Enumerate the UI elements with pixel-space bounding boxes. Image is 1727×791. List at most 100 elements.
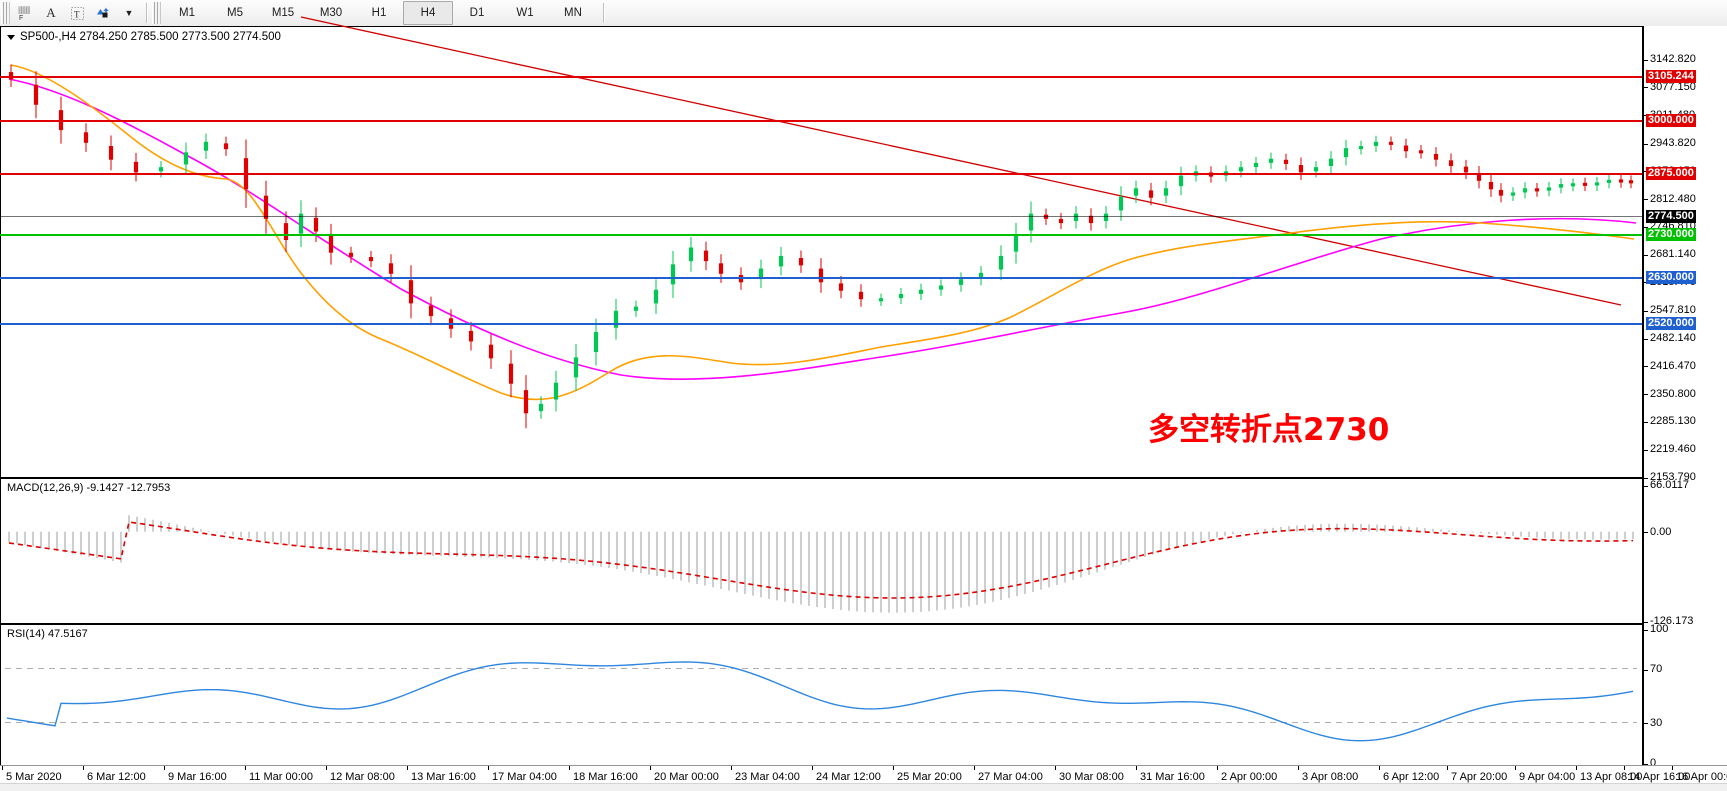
price-level-line-2520000[interactable] <box>0 323 1642 326</box>
timeframe-button-m30[interactable]: M30 <box>319 7 343 19</box>
time-tick-mark <box>893 766 894 770</box>
svg-text:F: F <box>19 15 23 21</box>
time-tick-mark <box>1379 766 1380 770</box>
time-tick-mark <box>569 766 570 770</box>
rsi-tick-label: 0 <box>1650 757 1657 769</box>
price-tick: 2285.130 <box>1644 415 1727 427</box>
price-tick-label: 2482.140 <box>1650 332 1696 345</box>
time-tick-label: 16 Apr 00:00 <box>1676 771 1727 783</box>
time-tick-label: 13 Apr 08:00 <box>1580 771 1643 783</box>
status-bar <box>0 783 1727 791</box>
time-tick-mark <box>245 766 246 770</box>
timeframe-button-m15[interactable]: M15 <box>271 7 295 19</box>
price-tick-label: 2350.800 <box>1650 387 1696 400</box>
price-level-line-3000000[interactable] <box>0 120 1642 123</box>
dropdown-arrow-icon[interactable]: ▼ <box>124 8 134 18</box>
price-tag-3000000[interactable]: 3000.000 <box>1646 114 1696 128</box>
macd-pane[interactable]: MACD(12,26,9) -9.1427 -12.7953 <box>0 478 1643 624</box>
price-tag-2875000[interactable]: 2875.000 <box>1646 167 1696 181</box>
time-tick-label: 11 Mar 00:00 <box>249 771 314 783</box>
objects-list-icon[interactable] <box>90 2 116 24</box>
time-tick-label: 25 Mar 20:00 <box>897 771 962 783</box>
macd-tick: 66.0117 <box>1644 479 1727 491</box>
time-tick-mark <box>974 766 975 770</box>
time-tick-mark <box>1576 766 1577 770</box>
timeframe-button-h1[interactable]: H1 <box>371 7 387 19</box>
time-tick-label: 14 Apr 16:00 <box>1628 771 1691 783</box>
downtrend-line <box>300 16 1622 306</box>
time-tick-mark <box>83 766 84 770</box>
price-tick: 2812.480 <box>1644 193 1727 205</box>
time-tick-label: 2 Apr 00:00 <box>1221 771 1278 783</box>
time-tick-mark <box>731 766 732 770</box>
time-tick-label: 30 Mar 08:00 <box>1059 771 1124 783</box>
rsi-pane[interactable]: RSI(14) 47.5167 <box>0 624 1643 767</box>
macd-label: MACD(12,26,9) -9.1427 -12.7953 <box>7 482 171 494</box>
price-tag-2730000[interactable]: 2730.000 <box>1646 228 1696 242</box>
time-tick-label: 24 Mar 12:00 <box>816 771 881 783</box>
text-box-icon[interactable]: T <box>64 2 90 24</box>
time-tick-mark <box>1624 766 1625 770</box>
macd-tick-label: 0.00 <box>1650 525 1672 538</box>
price-tick-label: 2153.790 <box>1650 471 1696 483</box>
chart-annotation-text: 多空转折点2730 <box>1148 412 1390 448</box>
time-tick-mark <box>407 766 408 770</box>
time-tick-mark <box>2 766 3 770</box>
price-tick: 2350.800 <box>1644 388 1727 400</box>
timeframe-button-d1[interactable]: D1 <box>469 7 485 19</box>
price-tick-label: 2547.810 <box>1650 304 1696 317</box>
time-tick-label: 7 Apr 20:00 <box>1451 771 1508 783</box>
timeframe-button-mn[interactable]: MN <box>564 7 582 19</box>
symbol-ohlc-label: SP500-,H4 2784.250 2785.500 2773.500 277… <box>20 31 281 43</box>
price-tick: 2416.470 <box>1644 360 1727 372</box>
price-level-line-2730000[interactable] <box>0 234 1642 237</box>
price-tick: 3077.150 <box>1644 81 1727 93</box>
price-tag-2630000[interactable]: 2630.000 <box>1646 270 1696 284</box>
text-label-icon[interactable]: A <box>46 5 56 20</box>
time-tick-mark <box>812 766 813 770</box>
price-tag-2774500[interactable]: 2774.500 <box>1646 209 1696 223</box>
crosshair-f-icon[interactable]: F <box>12 2 38 24</box>
timeframe-button-m5[interactable]: M5 <box>227 7 243 19</box>
price-scale[interactable]: 3142.8203077.1503011.4802943.8202878.150… <box>1643 26 1727 769</box>
time-tick-label: 6 Mar 12:00 <box>87 771 146 783</box>
time-tick-mark <box>1217 766 1218 770</box>
time-tick-label: 3 Apr 08:00 <box>1302 771 1359 783</box>
price-tick: 2681.140 <box>1644 248 1727 260</box>
time-tick-mark <box>1298 766 1299 770</box>
timeframe-button-w1[interactable]: W1 <box>516 7 534 19</box>
price-level-line-2875000[interactable] <box>0 173 1642 176</box>
chart-area[interactable]: SP500-,H4 2784.250 2785.500 2773.500 277… <box>0 16 1727 769</box>
time-tick-label: 12 Mar 08:00 <box>330 771 395 783</box>
price-pane[interactable]: SP500-,H4 2784.250 2785.500 2773.500 277… <box>0 16 1643 478</box>
timeframe-button-h4[interactable]: H4 <box>403 1 453 25</box>
collapse-arrow-icon[interactable] <box>7 35 15 40</box>
price-tick-label: 2285.130 <box>1650 415 1696 428</box>
time-tick-label: 20 Mar 00:00 <box>654 771 719 783</box>
price-level-line-2630000[interactable] <box>0 276 1642 279</box>
time-tick-label: 17 Mar 04:00 <box>492 771 557 783</box>
time-tick-label: 6 Apr 12:00 <box>1383 771 1440 783</box>
rsi-tick-label: 70 <box>1650 663 1663 676</box>
price-tag-3105244[interactable]: 3105.244 <box>1646 69 1696 83</box>
timeframe-button-m1[interactable]: M1 <box>179 7 195 19</box>
time-tick-label: 27 Mar 04:00 <box>978 771 1043 783</box>
price-tick-label: 2812.480 <box>1650 192 1696 205</box>
price-tick: 2219.460 <box>1644 443 1727 455</box>
timeframe-drag-handle[interactable] <box>152 2 161 24</box>
time-tick-mark <box>1055 766 1056 770</box>
price-tick-label: 2681.140 <box>1650 248 1696 261</box>
time-tick-mark <box>1136 766 1137 770</box>
rsi-tick: 0 <box>1644 757 1727 769</box>
time-tick-mark <box>1672 766 1673 770</box>
ma-magenta-line <box>8 78 1637 381</box>
price-tick: 2943.820 <box>1644 137 1727 149</box>
price-tick: 2547.810 <box>1644 304 1727 316</box>
time-tick-label: 18 Mar 16:00 <box>573 771 638 783</box>
toolbar-drag-handle[interactable] <box>1 2 10 24</box>
price-level-line-2774500[interactable] <box>0 215 1642 217</box>
price-level-line-3105244[interactable] <box>0 75 1642 78</box>
price-tag-2520000[interactable]: 2520.000 <box>1646 317 1696 331</box>
rsi-label: RSI(14) 47.5167 <box>7 628 88 640</box>
